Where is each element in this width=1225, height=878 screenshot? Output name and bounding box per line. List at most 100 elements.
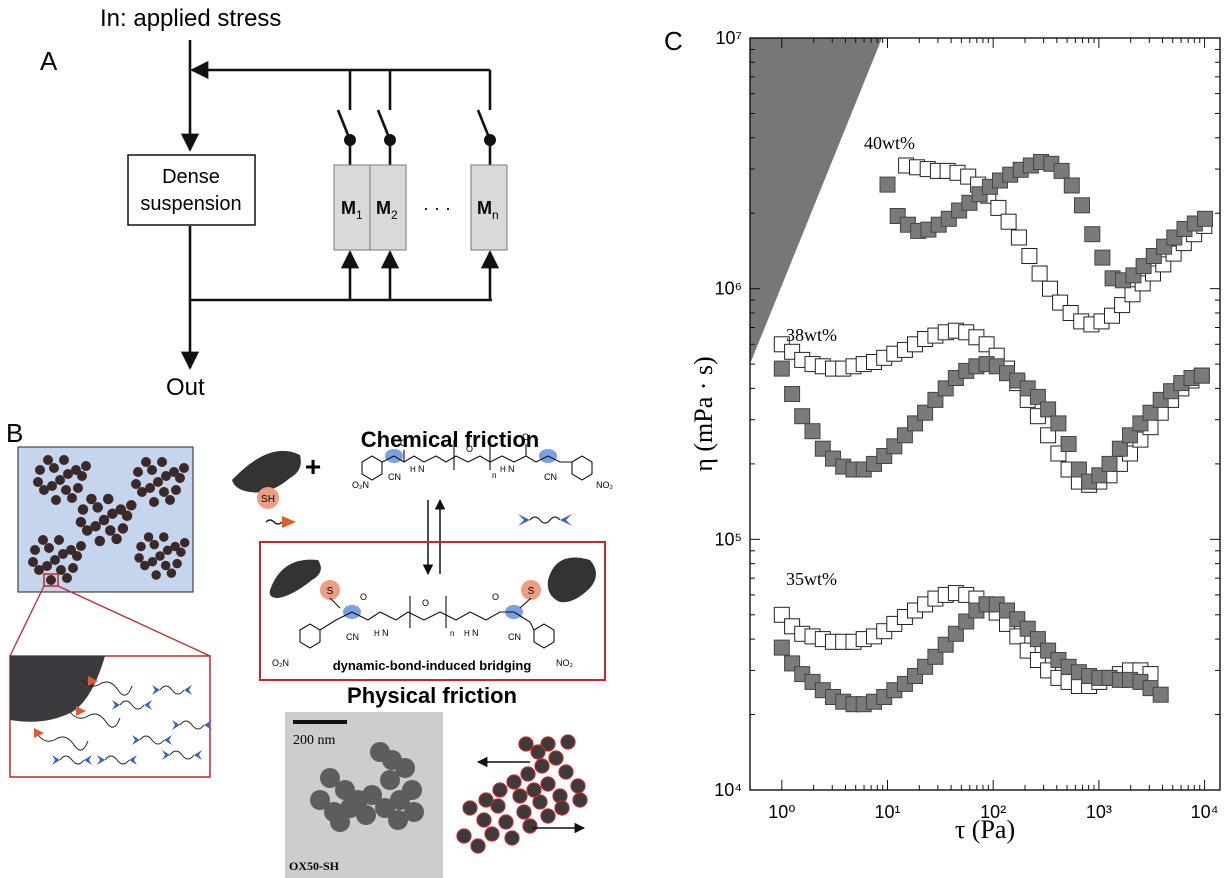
aggregate-bead [490,798,506,814]
x-tick-label: 10² [980,802,1006,822]
blue-end-group [132,735,140,745]
module-label-2: M2 [376,198,398,222]
particle-bead [137,487,147,497]
grafted-chain [37,734,89,751]
output-label: Out [166,374,205,401]
zoom-line-right [57,585,211,657]
x-tick-label: 10¹ [874,802,900,822]
particle-bead [165,495,175,505]
aggregate-bead [462,800,478,816]
particle-wedge-top [232,450,301,493]
particle-bead [166,568,177,578]
filled-marker [879,176,896,193]
zoom-line-left [9,585,45,657]
aggregate-bead [548,750,564,766]
free-chain [119,700,145,710]
tem-bead [356,805,376,825]
panel-c: C 10⁰ 10¹ 10² 10³ 10⁴ 10⁴ 10⁵ 10⁶ 10⁷ τ (Pa) η … [664,26,1221,844]
filled-marker [1060,436,1077,452]
particle-bead [30,545,40,555]
particle-bead [176,547,186,557]
filled-marker [1101,455,1118,472]
filled-marker [1050,415,1067,432]
blue-end-group [52,755,60,765]
particle-bead [51,495,61,505]
particle-bead [62,573,72,583]
particle-bead [38,535,48,545]
particle-bead [90,521,101,532]
module-box-n [470,164,508,251]
filled-marker [1074,197,1090,214]
particle-bead [92,502,103,513]
particle-bead [105,525,116,536]
particle-bead [126,500,137,511]
aggregate-bead [492,782,508,798]
y-axis-label: η (mPa · s) [689,356,718,471]
o-label-top-3: O [466,444,473,454]
blue-end-group [172,720,180,730]
filled-marker [794,408,811,425]
tem-label: OX50-SH [289,859,340,873]
blue-end-group [152,685,160,695]
crosslinker-icon-wave [529,516,561,524]
particle-bead [151,570,161,580]
blue-end-group [129,755,137,765]
particle-bead [159,487,169,497]
module-label-1: M1 [341,198,363,222]
tem-bead [320,768,340,788]
particle-bead [55,475,65,485]
particle-bead [107,508,118,519]
y-tick-label: 10⁵ [715,529,742,549]
free-chain [139,735,165,745]
particle-bead [81,525,93,536]
blue-end-group [184,685,192,695]
particle-bead [121,510,133,522]
crosslinker-structure-bridged [299,596,555,649]
filled-marker [927,648,944,665]
o-label-bridged-3: O [492,592,499,602]
filled-marker [804,423,821,440]
particle-bead [149,497,159,507]
particle-bead [160,560,171,571]
particle-bead [102,493,114,505]
filled-marker [1193,367,1210,384]
filled-marker [1111,440,1128,457]
aggregate-bead [484,826,500,842]
y-tick-labels: 10⁴ 10⁵ 10⁶ 10⁷ [714,28,742,800]
tem-bead [388,810,408,830]
particle-bead [56,565,66,575]
particle-bead [157,457,167,467]
crosslinker-icon-left [518,514,530,526]
grafted-chain [81,679,133,696]
blue-end-group [112,700,120,710]
aggregate-bead [498,814,514,830]
sulfur-label-right: S [528,586,535,597]
particle-bead [143,532,154,542]
o-label-top-2: O [522,432,529,442]
tem-bead [380,770,400,790]
particle-bead [117,523,129,534]
particle-bead [171,485,181,495]
particle-bead [54,535,64,545]
filled-marker [1122,427,1138,444]
no2-right-bridged: NO₂ [556,658,574,668]
particle-bead [49,463,59,473]
aggregate-bead [456,828,472,844]
particle-bead [94,535,106,547]
blue-end-group [84,755,92,765]
tem-bead [340,798,360,818]
tem-particles [310,742,424,832]
filled-marker [1029,388,1046,405]
particle-bead [153,477,163,487]
open-marker [1000,213,1017,230]
cn-label-top-1: CN [388,472,401,482]
aggregate-bead [530,744,546,760]
cn-label-bridged-1: CN [346,632,359,642]
x-tick-label: 10⁴ [1191,802,1219,822]
particle-bead [147,556,158,567]
orange-end-group [88,676,98,686]
aggregate-bead [476,812,492,828]
blue-end-group [164,735,172,745]
filled-marker [1094,249,1111,266]
particle-bead [42,561,52,571]
